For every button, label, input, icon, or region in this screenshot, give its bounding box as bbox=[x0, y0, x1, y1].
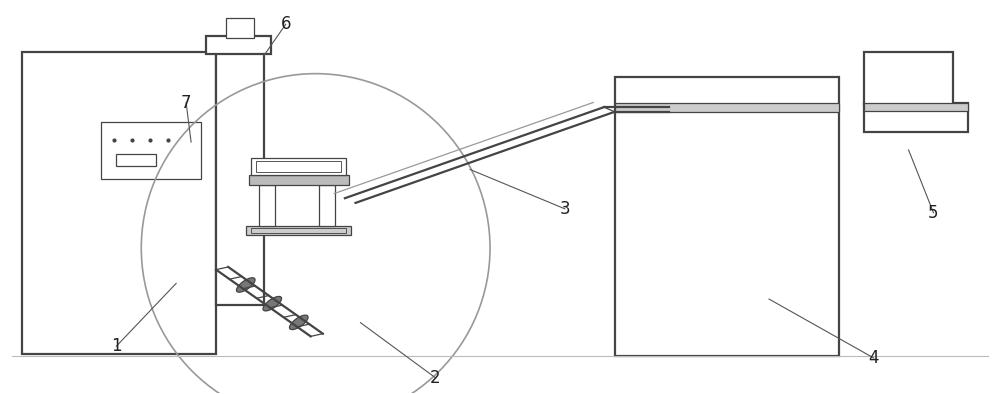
Bar bbox=[251, 158, 346, 175]
Text: 5: 5 bbox=[928, 204, 939, 222]
Text: 7: 7 bbox=[181, 94, 191, 112]
Bar bbox=[319, 185, 335, 227]
Text: 1: 1 bbox=[111, 337, 122, 355]
Bar bbox=[864, 103, 968, 132]
Bar bbox=[615, 77, 839, 356]
Text: 6: 6 bbox=[281, 15, 291, 33]
Bar bbox=[256, 161, 341, 172]
Bar bbox=[246, 227, 351, 235]
Bar bbox=[226, 19, 254, 38]
Text: 2: 2 bbox=[430, 369, 441, 387]
Ellipse shape bbox=[236, 278, 255, 292]
Bar bbox=[101, 123, 201, 179]
Bar bbox=[615, 103, 839, 112]
Bar bbox=[216, 52, 264, 305]
Bar bbox=[259, 185, 275, 227]
Bar bbox=[22, 52, 216, 354]
Text: 4: 4 bbox=[868, 349, 879, 367]
Bar bbox=[864, 103, 968, 112]
Ellipse shape bbox=[263, 296, 282, 311]
Ellipse shape bbox=[289, 315, 308, 330]
Bar bbox=[251, 229, 346, 233]
Bar bbox=[249, 175, 349, 185]
Bar bbox=[864, 52, 953, 105]
Text: 3: 3 bbox=[559, 200, 570, 218]
Bar bbox=[116, 154, 156, 165]
Bar bbox=[206, 36, 271, 54]
